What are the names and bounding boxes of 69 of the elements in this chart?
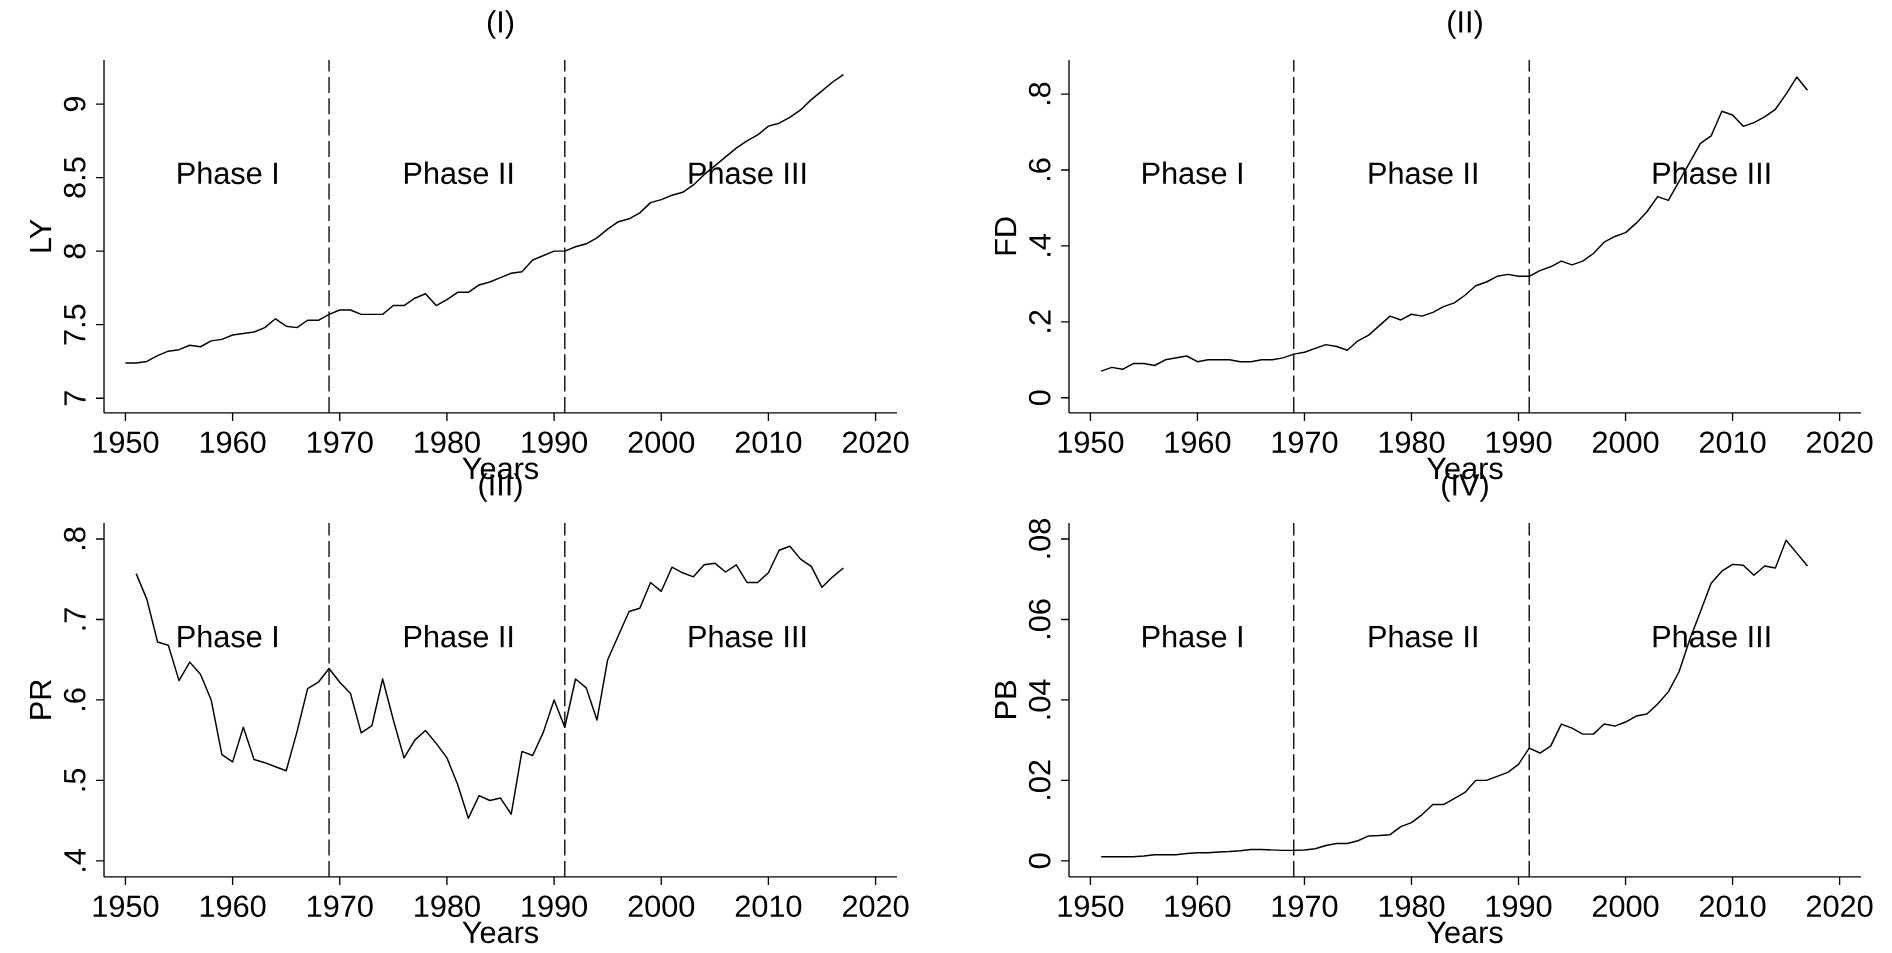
x-tick-label: 1990 [522, 431, 587, 453]
x-tick-label: 2000 [1592, 895, 1659, 917]
x-tick-label: 2010 [1700, 431, 1766, 453]
x-tick-label: 2010 [1700, 895, 1766, 917]
y-tick-label: .08 [1028, 518, 1051, 558]
x-tick-label: 1990 [522, 895, 587, 917]
y-tick-label: .02 [1028, 760, 1051, 799]
y-tick-label: .7 [64, 608, 86, 630]
annotation: Phase II [404, 161, 513, 184]
y-tick-label: .06 [1028, 599, 1051, 638]
x-tick-label: 2010 [735, 895, 802, 917]
x-tick-label: 2000 [628, 895, 695, 917]
y-tick-label: 0 [1028, 853, 1051, 868]
y-tick-label: .4 [64, 848, 86, 871]
y-tick-label: .2 [1029, 310, 1051, 332]
y-tick-label: .5 [64, 768, 86, 791]
x-tick-label: 1970 [1272, 431, 1338, 453]
y-axis-title: PR [30, 679, 52, 719]
annotation: Phase II [1369, 161, 1477, 184]
y-axis-title: PB [995, 680, 1017, 718]
y-axis-title: LY [30, 219, 52, 252]
x-tick-label: 1990 [1486, 431, 1552, 453]
x-tick-label: 1950 [1058, 431, 1124, 453]
chart-title: (II) [1448, 9, 1482, 39]
x-axis-title: Years [1427, 921, 1503, 944]
x-axis-title: Years [462, 921, 539, 944]
x-tick-label: 2020 [843, 431, 909, 453]
y-tick-label: 8.5 [63, 157, 86, 198]
y-tick-label: .6 [1028, 158, 1051, 180]
annotation: Phase II [1369, 624, 1477, 648]
x-tick-label: 2000 [628, 431, 695, 453]
y-tick-label: .8 [63, 527, 86, 549]
x-tick-label: 1960 [1165, 895, 1231, 917]
y-tick-label: .6 [63, 688, 86, 710]
x-tick-label: 1990 [1486, 895, 1552, 917]
annotation: Phase I [178, 161, 277, 184]
x-tick-label: 2000 [1592, 431, 1659, 453]
y-tick-label: .04 [1028, 679, 1051, 719]
y-tick-label: 0 [1028, 390, 1051, 405]
x-tick-label: 2020 [843, 895, 909, 917]
annotation: Phase II [404, 624, 513, 648]
y-axis-title: FD [995, 217, 1017, 255]
x-tick-label: 1960 [200, 431, 266, 453]
y-tick-label: .4 [1029, 233, 1051, 256]
x-tick-label: 1980 [1379, 895, 1445, 917]
x-tick-label: 2010 [735, 431, 802, 453]
y-tick-label: 8 [63, 243, 86, 259]
x-tick-label: 1980 [1379, 431, 1445, 453]
x-tick-label: 2020 [1807, 895, 1873, 917]
chart-title: (I) [487, 9, 514, 39]
x-tick-label: 1970 [1272, 895, 1338, 917]
x-tick-label: 2020 [1807, 431, 1873, 453]
y-tick-label: 7 [64, 391, 86, 405]
y-tick-label: .8 [1028, 82, 1051, 104]
x-tick-label: 1970 [308, 431, 373, 453]
annotation: Phase III [689, 624, 806, 648]
x-tick-label: 1960 [1165, 431, 1231, 453]
annotation: Phase I [1143, 624, 1242, 648]
y-tick-label: 9 [63, 96, 86, 111]
y-tick-label: 7.5 [64, 304, 86, 345]
x-tick-label: 1950 [1058, 895, 1124, 917]
x-tick-label: 1970 [308, 895, 373, 917]
x-tick-label: 1950 [93, 431, 159, 453]
annotation: Phase I [1143, 161, 1242, 184]
x-tick-label: 1980 [415, 895, 480, 917]
annotation: Phase I [178, 624, 277, 648]
x-tick-label: 1950 [93, 895, 159, 917]
x-tick-label: 1960 [200, 895, 266, 917]
x-tick-label: 1980 [415, 431, 480, 453]
